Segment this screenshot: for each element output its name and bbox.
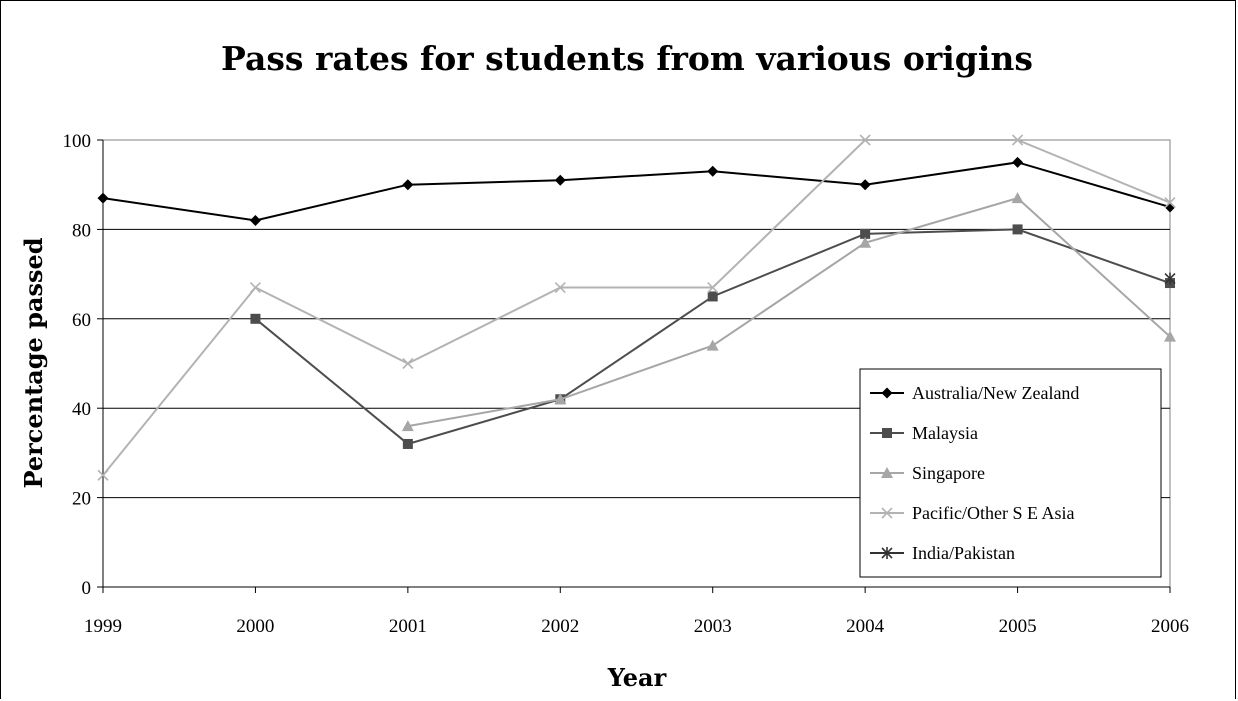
x-tick-label: 2003 [694, 616, 732, 637]
data-point [859, 134, 871, 146]
legend-marker [881, 387, 893, 399]
chart-title: Pass rates for students from various ori… [221, 39, 1033, 78]
x-tick-label: 2002 [541, 616, 579, 637]
data-point [249, 214, 261, 226]
x-tick-label: 2000 [236, 616, 274, 637]
legend-marker [882, 428, 892, 438]
data-point [1164, 272, 1176, 285]
data-point [706, 339, 719, 351]
x-tick-label: 2004 [846, 616, 885, 637]
data-point [249, 281, 261, 294]
legend-label: Malaysia [912, 423, 978, 443]
series-3 [97, 134, 1176, 481]
series-2 [401, 192, 1176, 432]
data-point [97, 469, 109, 481]
x-tick-label: 2005 [999, 616, 1037, 637]
y-tick-label: 100 [63, 131, 92, 152]
data-point [250, 313, 261, 324]
data-point [1164, 197, 1176, 209]
y-tick-label: 20 [72, 489, 91, 510]
legend-item: Pacific/Other S E Asia [870, 503, 1074, 523]
data-point [402, 438, 413, 449]
x-axis-title: Year [607, 663, 667, 692]
series-0 [97, 156, 1176, 226]
data-point [1164, 330, 1176, 342]
x-tick-label: 1999 [84, 616, 122, 637]
data-point [707, 165, 719, 177]
data-point [707, 281, 719, 294]
legend-item: Malaysia [870, 423, 978, 443]
legend-label: India/Pakistan [912, 543, 1015, 563]
legend-marker [881, 507, 893, 519]
data-point [402, 179, 414, 191]
series-line [102, 161, 1171, 222]
legend-label: Pacific/Other S E Asia [912, 503, 1074, 523]
series-line [102, 139, 1171, 476]
y-tick-label: 60 [72, 310, 91, 331]
legend-label: Singapore [912, 463, 985, 483]
series-line [407, 196, 1171, 428]
x-tick-label: 2006 [1151, 616, 1189, 637]
x-tick-label: 2001 [389, 616, 427, 637]
data-point [554, 393, 567, 405]
legend-box [859, 368, 1162, 578]
plot-area: 0 20 40 60 80 100 1999 2000 2001 2002 2003 2004 2005… [63, 131, 1190, 637]
data-point [707, 291, 718, 302]
y-tick-label: 40 [72, 399, 91, 420]
legend-item: India/Pakistan [870, 543, 1015, 563]
data-point [402, 357, 414, 370]
data-point [401, 420, 414, 432]
data-point [554, 174, 566, 186]
data-point [1012, 156, 1024, 168]
series-4 [1164, 272, 1176, 285]
legend-item: Singapore [870, 463, 985, 483]
y-tick-label: 0 [82, 578, 92, 599]
y-tick-label: 80 [72, 220, 91, 241]
data-point [97, 192, 109, 204]
data-point [1012, 224, 1023, 235]
data-point [859, 179, 871, 191]
legend-marker [881, 467, 893, 478]
legend-item: Australia/New Zealand [870, 383, 1079, 403]
data-point [860, 228, 871, 239]
data-point [1012, 134, 1024, 146]
data-point [1011, 192, 1024, 204]
legend-marker [881, 547, 893, 559]
legend-label: Australia/New Zealand [912, 383, 1079, 403]
legend: Australia/New Zealand Malaysia Singapore Pa… [859, 368, 1162, 578]
data-point [859, 236, 872, 248]
y-axis-title: Percentage passed [19, 237, 48, 488]
data-point [554, 281, 566, 294]
